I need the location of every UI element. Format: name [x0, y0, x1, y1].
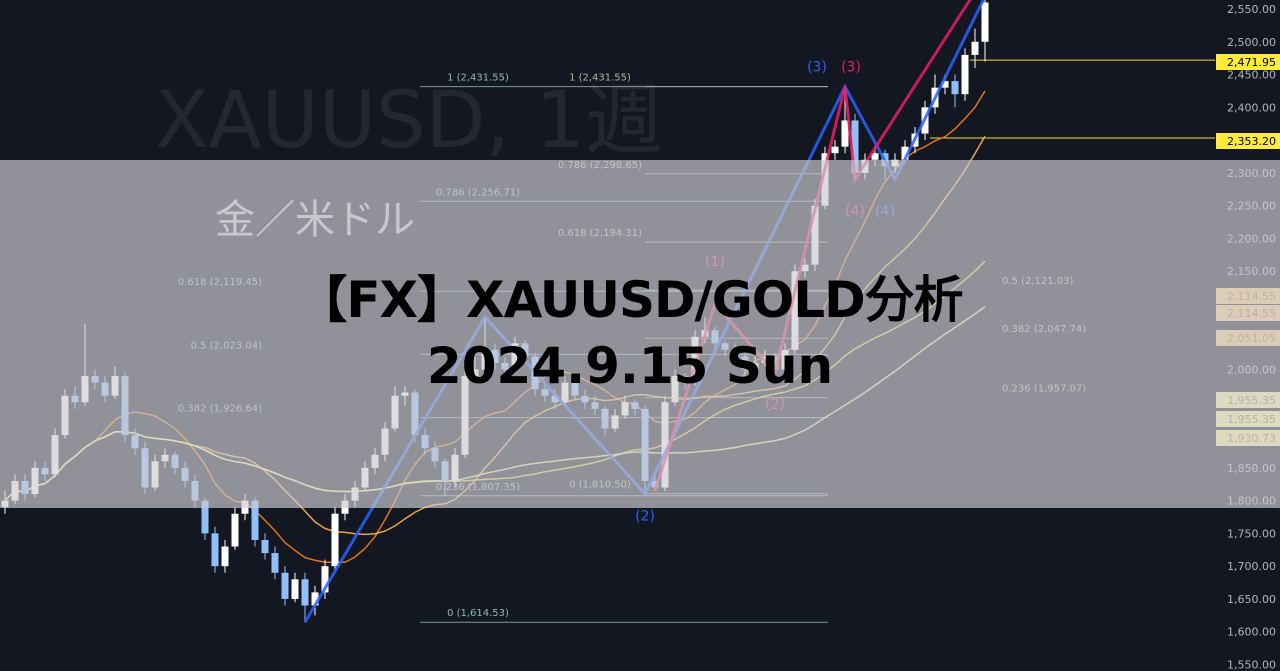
- candle-down: [851, 120, 859, 173]
- elliott-wave-blue-label: (3): [807, 59, 827, 75]
- candle-up: [981, 2, 989, 42]
- candle-up: [321, 566, 329, 593]
- overlay-title: 【FX】XAUUSD/GOLD分析: [297, 271, 963, 329]
- candle-down: [951, 81, 959, 95]
- fib-left-level-label: 1 (2,431.55): [447, 73, 509, 84]
- candle-down: [271, 553, 279, 573]
- candle-up: [971, 41, 979, 55]
- candle-up: [221, 546, 229, 567]
- y-tick-label: 1,700.00: [1227, 560, 1276, 573]
- candle-up: [901, 146, 909, 160]
- y-tick-label: 2,450.00: [1227, 69, 1276, 82]
- candle-up: [231, 513, 239, 547]
- candle-up: [831, 146, 839, 154]
- price-label: 2,353.20: [1227, 135, 1276, 148]
- y-tick-label: 1,550.00: [1227, 659, 1276, 671]
- y-tick-label: 1,600.00: [1227, 626, 1276, 639]
- candle-up: [311, 592, 319, 606]
- candle-down: [301, 579, 309, 606]
- fib-left-level-label: 0 (1,614.53): [447, 608, 509, 619]
- candle-up: [941, 81, 949, 88]
- candle-down: [201, 500, 209, 534]
- price-label-box: [1216, 133, 1280, 149]
- elliott-wave-red-label: (3): [841, 59, 861, 75]
- fib-right-level-label: 1 (2,431.55): [569, 73, 631, 84]
- candle-up: [841, 120, 849, 147]
- y-tick-label: 1,650.00: [1227, 593, 1276, 606]
- candle-up: [871, 153, 879, 160]
- title-overlay-band: [0, 160, 1280, 508]
- candle-down: [211, 533, 219, 567]
- watermark-symbol: XAUUSD, 1週: [155, 76, 663, 166]
- watermark-name: 金／米ドル: [215, 197, 415, 243]
- y-tick-label: 2,500.00: [1227, 36, 1276, 49]
- candle-up: [291, 579, 299, 599]
- y-tick-label: 2,400.00: [1227, 101, 1276, 114]
- overlay-date: 2024.9.15 Sun: [426, 337, 834, 395]
- y-tick-label: 2,550.00: [1227, 3, 1276, 16]
- candle-up: [331, 513, 339, 567]
- candle-down: [251, 500, 259, 540]
- price-label: 2,471.95: [1227, 56, 1276, 69]
- price-label-box: [1216, 54, 1280, 70]
- candle-up: [961, 54, 969, 95]
- candle-down: [281, 572, 289, 599]
- elliott-wave-blue-label: (2): [635, 508, 655, 524]
- y-tick-label: 1,750.00: [1227, 527, 1276, 540]
- candle-down: [261, 539, 269, 554]
